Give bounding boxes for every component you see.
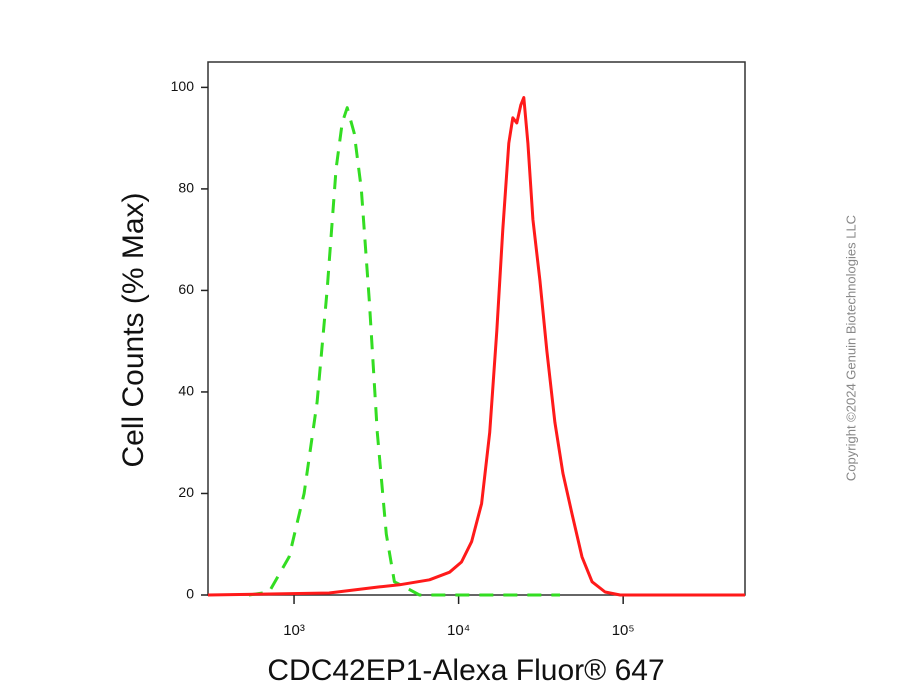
y-tick-label: 80 [178,180,194,196]
series-line [248,106,560,597]
y-tick-label: 60 [178,281,194,297]
plot-frame [207,61,746,596]
x-tick-label: 10³ [283,622,305,639]
y-tick-label: 0 [186,586,194,602]
x-tick-label: 10⁵ [612,622,635,639]
y-tick-label: 40 [178,383,194,399]
y-tick-label: 100 [171,78,195,94]
series-line [207,96,745,597]
y-axis-label: Cell Counts (% Max) [117,192,150,467]
x-axis-label: CDC42EP1-Alexa Fluor® 647 [267,654,664,687]
x-tick-label: 10⁴ [447,622,470,639]
y-tick-label: 20 [178,484,194,500]
copyright: Copyright ©2024 Genuin Biotechnologies L… [843,215,858,481]
